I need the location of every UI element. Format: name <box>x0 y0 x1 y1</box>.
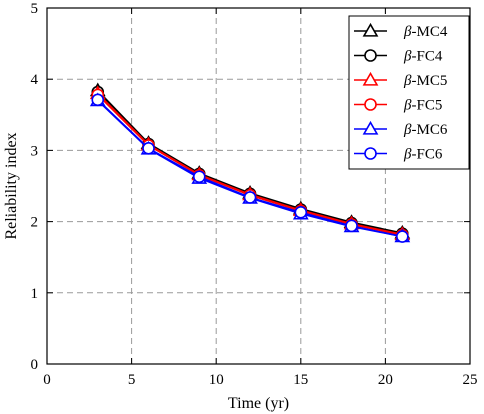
y-tick-label: 2 <box>31 215 39 231</box>
legend-item: β-MC6 <box>354 120 448 138</box>
y-tick-label: 0 <box>31 357 39 373</box>
legend-label: β-MC6 <box>403 122 448 138</box>
x-tick-label: 15 <box>293 372 308 388</box>
y-tick-label: 3 <box>31 143 39 159</box>
legend-label: β-MC5 <box>403 73 447 89</box>
legend-item: β-MC4 <box>354 22 448 40</box>
legend-label-symbol: β <box>403 49 412 65</box>
legend-triangle-icon <box>362 120 379 135</box>
legend-triangle-icon <box>362 22 379 37</box>
legend-triangle-icon <box>362 71 379 86</box>
legend-label-text: -FC6 <box>411 147 442 163</box>
legend-circle-icon <box>364 98 377 111</box>
legend-item: β-FC4 <box>354 49 443 65</box>
circle-marker <box>192 170 206 184</box>
y-tick-label: 4 <box>31 72 39 88</box>
legend-circle-icon <box>364 147 377 160</box>
legend-label: β-FC5 <box>403 98 442 114</box>
circle-marker <box>345 219 358 233</box>
x-tick-label: 10 <box>209 372 224 388</box>
plot-series <box>89 82 411 243</box>
x-axis-label: Time (yr) <box>228 395 289 412</box>
legend-label-symbol: β <box>403 73 412 89</box>
legend-label-text: -FC4 <box>411 49 442 65</box>
legend-label-text: -MC5 <box>411 73 447 89</box>
y-tick-label: 5 <box>31 1 39 17</box>
legend-label-symbol: β <box>403 24 412 40</box>
circle-marker <box>142 141 155 155</box>
x-tick-label: 0 <box>43 372 51 388</box>
series-fc6 <box>91 93 409 243</box>
x-tick-label: 25 <box>463 372 478 388</box>
circle-marker <box>243 191 257 204</box>
x-tick-label: 5 <box>128 372 136 388</box>
axis-ticks: 0 5 10 15 20 25 0 1 2 3 4 5 <box>31 1 478 388</box>
legend-circle-icon <box>364 49 377 62</box>
legend-label: β-FC6 <box>403 147 443 163</box>
y-axis-label: Reliability index <box>3 132 20 239</box>
legend-label-symbol: β <box>403 147 412 163</box>
x-tick-label: 20 <box>378 372 393 388</box>
legend-box <box>348 15 470 170</box>
legend-label: β-MC4 <box>403 24 448 40</box>
legend-item: β-MC5 <box>354 71 447 89</box>
legend-label-text: -MC4 <box>411 24 447 40</box>
circle-marker <box>396 230 409 243</box>
plot-area-frame <box>46 7 471 365</box>
y-tick-label: 1 <box>31 286 39 302</box>
circle-marker <box>91 93 105 107</box>
legend-label-symbol: β <box>403 122 412 138</box>
legend-label-text: -MC6 <box>411 122 447 138</box>
legend-item: β-FC6 <box>354 147 443 163</box>
legend-label-text: -FC5 <box>411 98 442 114</box>
circle-marker <box>294 206 308 219</box>
legend-label: β-FC4 <box>403 49 443 65</box>
legend-item: β-FC5 <box>354 98 442 114</box>
legend-label-symbol: β <box>403 98 412 114</box>
